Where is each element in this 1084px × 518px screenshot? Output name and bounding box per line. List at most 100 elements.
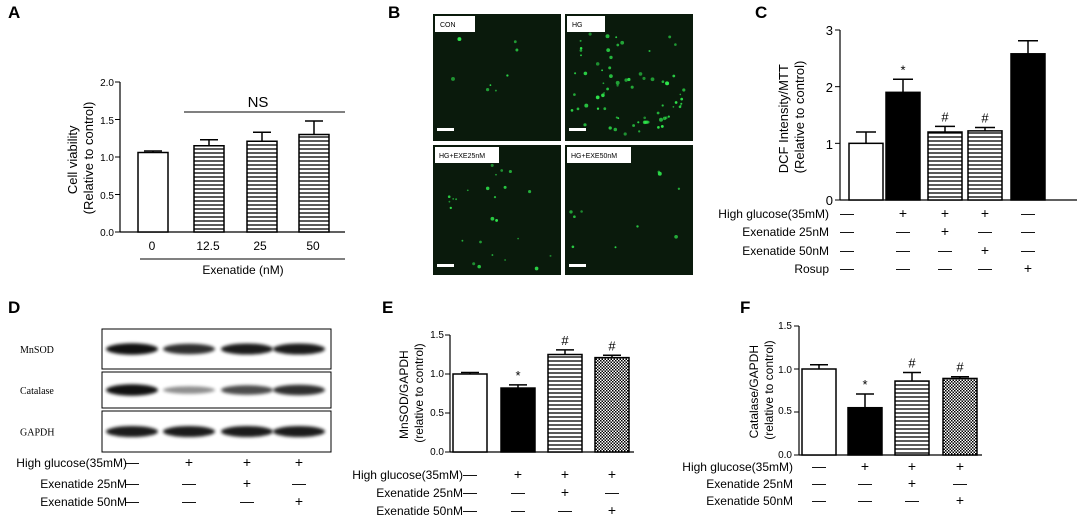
treatment-mark: —	[978, 260, 992, 276]
significance-mark: #	[561, 333, 569, 348]
bar	[894, 380, 930, 456]
fluorescent-cell	[609, 74, 613, 78]
fluorescent-cell	[680, 97, 684, 101]
fluorescent-cell	[674, 43, 677, 46]
fluorescent-cell	[588, 32, 592, 36]
treatment-mark: —	[840, 223, 854, 239]
bar	[452, 373, 488, 453]
y-axis-label-line: DCF Intensity/MTT	[776, 64, 791, 173]
fluorescent-cell	[513, 40, 517, 44]
significance-mark: #	[608, 338, 616, 353]
fluorescent-cell	[601, 93, 605, 98]
protein-band	[106, 425, 158, 438]
treatment-mark: —	[125, 493, 139, 509]
treatment-mark: —	[858, 492, 872, 508]
fluorescent-cell	[570, 109, 574, 112]
fluorescent-cell	[613, 127, 618, 132]
fluorescent-cell	[595, 95, 600, 100]
fluorescent-cell	[549, 254, 552, 257]
fluorescent-cell	[528, 190, 532, 194]
treatment-mark: +	[514, 466, 522, 482]
fluorescent-cell	[455, 198, 458, 201]
treatment-label: Exenatide 25nM	[376, 486, 463, 500]
fluorescent-cell	[614, 246, 617, 249]
bar	[547, 353, 583, 453]
blot-row-label: GAPDH	[20, 428, 54, 439]
ns-annotation: NS	[248, 94, 269, 111]
chart-a: 2.0 1.5 1.0 0.5 0.0 0 12.5 25 50 Exenati…	[65, 78, 345, 277]
treatment-mark: —	[840, 205, 854, 221]
scale-bar	[437, 264, 454, 267]
fluorescent-cell	[495, 173, 497, 176]
blot-row-label: Catalase	[20, 386, 54, 397]
treatment-mark: —	[1021, 205, 1035, 221]
protein-band	[273, 343, 325, 355]
micrograph-label-box	[435, 147, 499, 163]
fluorescent-cell	[638, 72, 643, 76]
treatment-label: Rosup	[794, 262, 829, 276]
fluorescent-cell	[571, 245, 575, 249]
protein-band	[106, 343, 158, 355]
treatment-mark: —	[1021, 223, 1035, 239]
fluorescent-cell	[576, 107, 580, 111]
fluorescent-cell	[485, 87, 490, 92]
treatment-mark: +	[956, 458, 964, 474]
y-axis-label-line: Catalase/GAPDH	[747, 345, 761, 438]
treatment-mark: +	[561, 466, 569, 482]
treatment-mark: —	[840, 242, 854, 258]
fluorescent-cell	[517, 237, 519, 240]
fluorescent-cell	[659, 117, 663, 122]
y-axis-label-line: (Relative to control)	[792, 61, 807, 174]
bar	[298, 133, 330, 233]
micrograph-hg-exe25	[433, 145, 561, 275]
fluorescent-cell	[679, 104, 682, 107]
panel-label-c: C	[755, 3, 767, 22]
fluorescent-cell	[490, 163, 494, 167]
chart-c: 3 2 1 0 * # # DCF Intensity/MTT (Relative …	[718, 23, 1077, 276]
fluorescent-cell	[606, 48, 611, 52]
fluorescent-cell	[665, 81, 670, 86]
x-tick-label: 0	[149, 239, 156, 253]
significance-mark: *	[900, 62, 905, 77]
treatment-label: Exenatide 25nM	[742, 225, 829, 239]
treatment-mark: —	[812, 492, 826, 508]
significance-mark: *	[515, 368, 520, 383]
treatment-mark: —	[953, 475, 967, 491]
fluorescent-cell	[457, 37, 462, 42]
y-tick-label: 2.0	[100, 78, 114, 89]
y-tick-label: 1.5	[100, 116, 114, 127]
protein-band	[163, 343, 215, 355]
y-axis-label-line: MnSOD/GAPDH	[397, 350, 411, 439]
treatment-mark: —	[812, 458, 826, 474]
micrograph-hg	[565, 14, 693, 141]
micrograph-label-box	[567, 16, 605, 32]
bar	[848, 142, 884, 201]
bar	[927, 131, 963, 201]
y-axis-label-line: (relative to control)	[762, 340, 776, 439]
panel-label-a: A	[8, 3, 20, 22]
treatment-mark: —	[511, 502, 525, 518]
treatment-mark: —	[182, 493, 196, 509]
fluorescent-cell	[672, 106, 675, 108]
fluorescent-cell	[583, 71, 588, 76]
fluorescent-cell	[491, 254, 494, 256]
treatment-mark: —	[1021, 242, 1035, 258]
fluorescent-cell	[605, 34, 610, 39]
fluorescent-cell	[667, 115, 670, 118]
protein-band	[163, 425, 215, 438]
treatment-mark: —	[605, 484, 619, 500]
treatment-mark: —	[182, 475, 196, 491]
y-tick-label: 0.5	[100, 191, 114, 202]
y-axis-label: Catalase/GAPDH (relative to control)	[747, 340, 776, 439]
chart-e: 1.5 1.0 0.5 0.0 * # # MnSOD/GAPDH (relativ…	[352, 330, 634, 518]
y-axis-label-line: (relative to control)	[412, 343, 426, 442]
fluorescent-cell	[479, 240, 482, 244]
treatment-mark: +	[908, 475, 916, 491]
fluorescent-cell	[615, 116, 618, 119]
fluorescent-cell	[584, 103, 589, 108]
treatment-mark: —	[240, 493, 254, 509]
fluorescent-cell	[677, 187, 681, 190]
scale-bar	[569, 128, 586, 131]
protein-band	[106, 384, 158, 396]
